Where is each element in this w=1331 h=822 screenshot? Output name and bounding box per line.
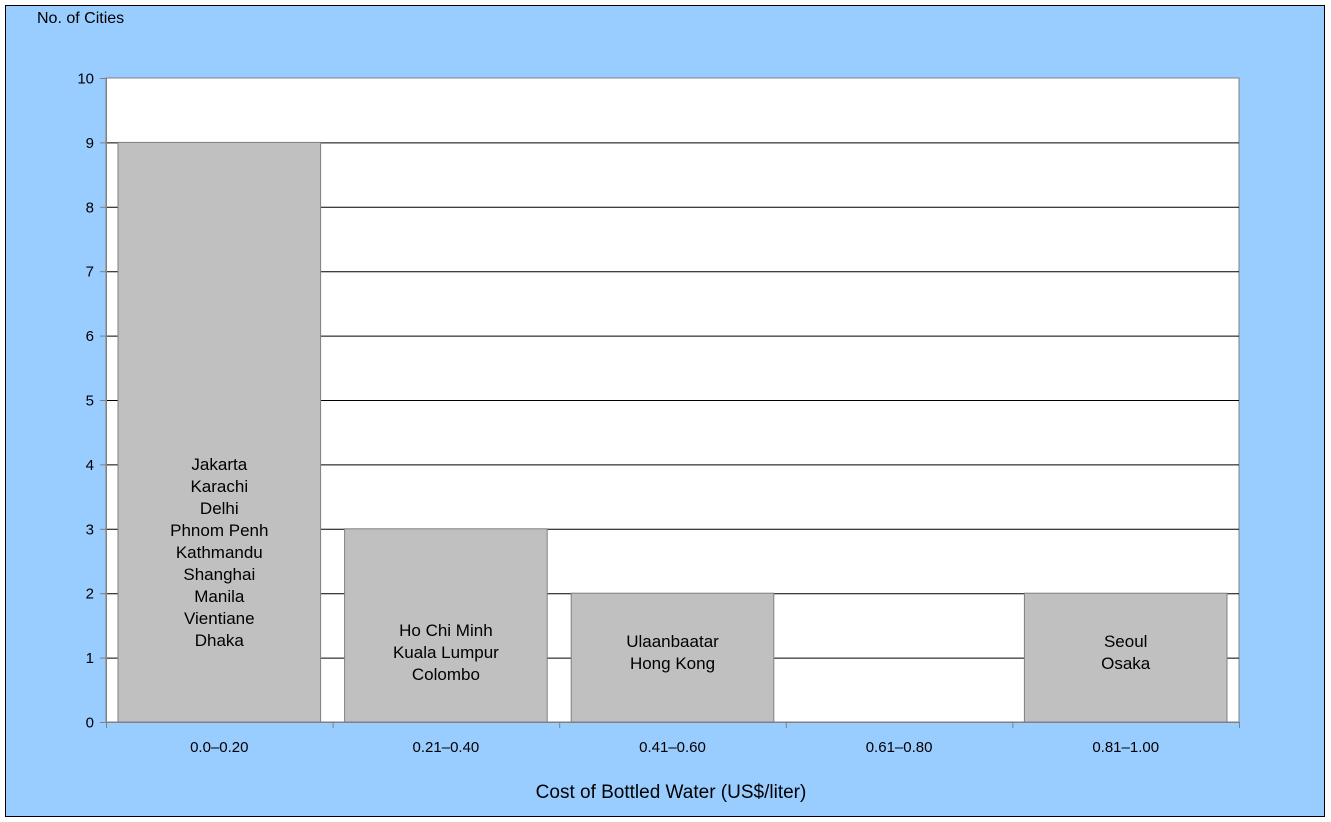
y-tick-label: 3 [86, 521, 94, 538]
y-tick-label: 7 [86, 264, 94, 281]
bar-label-city: Seoul [1104, 632, 1147, 651]
bar-label-city: Shanghai [183, 565, 255, 584]
bar-label-city: Colombo [412, 665, 480, 684]
bar-label-city: Kuala Lumpur [393, 643, 499, 662]
bar-label-city: Kathmandu [176, 543, 263, 562]
bar-label-city: Vientiane [184, 609, 255, 628]
bar-label-city: Phnom Penh [170, 521, 268, 540]
bar-label-city: Manila [194, 587, 245, 606]
y-tick-label: 6 [86, 328, 94, 345]
bar-5 [1023, 592, 1228, 723]
x-tick-label: 0.21–0.40 [413, 739, 480, 756]
y-tick-label: 1 [86, 650, 94, 667]
y-tick-label: 10 [77, 71, 94, 88]
bar-label-city: Osaka [1101, 654, 1151, 673]
x-tick-label: 0.61–0.80 [866, 739, 933, 756]
y-axis-title: No. of Cities [37, 10, 124, 27]
bar-label-city: Dhaka [195, 631, 245, 650]
bar-label-city: Delhi [200, 499, 239, 518]
x-tick-label: 0.81–1.00 [1092, 739, 1159, 756]
y-tick-label: 0 [86, 715, 94, 732]
bar-label-city: Ulaanbaatar [626, 632, 719, 651]
bar-label-city: Hong Kong [630, 654, 715, 673]
x-axis-title: Cost of Bottled Water (US$/liter) [536, 782, 807, 803]
y-tick-label: 5 [86, 393, 94, 410]
y-tick-label: 9 [86, 135, 94, 152]
bar-1 [117, 141, 322, 723]
x-tick-label: 0.41–0.60 [639, 739, 706, 756]
bar-label-city: Ho Chi Minh [399, 621, 493, 640]
y-tick-label: 8 [86, 199, 94, 216]
y-tick-label: 4 [86, 457, 94, 474]
x-tick-label: 0.0–0.20 [190, 739, 248, 756]
bar-label-city: Jakarta [191, 455, 247, 474]
bar-label-city: Karachi [190, 477, 248, 496]
bar-2 [344, 528, 548, 723]
y-tick-label: 2 [86, 586, 94, 603]
